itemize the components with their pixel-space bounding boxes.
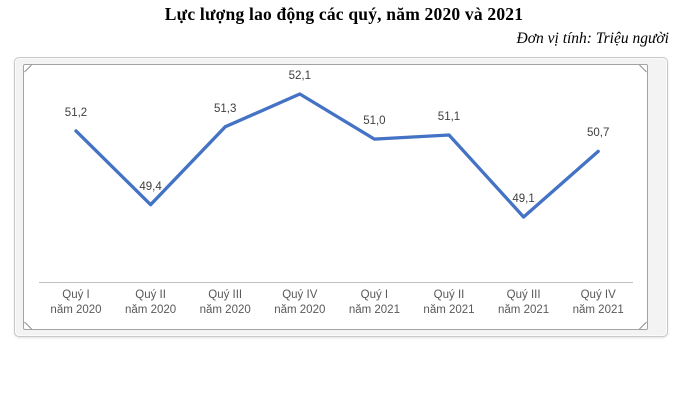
x-axis-label: Quý II năm 2021 — [411, 288, 487, 318]
data-label: 52,1 — [288, 70, 311, 82]
data-label: 51,0 — [363, 115, 386, 128]
data-label: 51,2 — [64, 106, 88, 119]
x-axis-label-line: Quý III — [208, 289, 243, 301]
x-axis-label-line: Quý IV — [580, 289, 616, 301]
x-axis-label: Quý IV năm 2020 — [262, 288, 338, 318]
x-axis-label-line: năm 2020 — [199, 304, 251, 316]
x-axis-label: Quý III năm 2021 — [486, 288, 562, 318]
chart-plot-area[interactable]: 51,2 49,4 51,3 52,1 51,0 51,1 49,1 50,7 Quý I nă… — [23, 64, 648, 330]
series-line — [74, 92, 600, 219]
data-label: 50,7 — [586, 127, 610, 140]
x-axis-label: Quý IV năm 2021 — [560, 288, 636, 318]
chart-title: Lực lượng lao động các quý, năm 2020 và … — [164, 4, 524, 24]
data-label: 49,1 — [512, 193, 535, 205]
x-axis-label-line: Quý III — [506, 289, 541, 301]
x-axis-label-line: Quý I — [360, 289, 389, 301]
data-label: 51,1 — [437, 111, 461, 123]
x-axis-label-line: năm 2021 — [572, 304, 624, 316]
x-axis-label-line: Quý I — [62, 289, 90, 301]
unit-label: Đơn vị tính: Triệu người — [516, 30, 669, 47]
x-axis-label-line: năm 2021 — [348, 304, 400, 316]
x-axis-label: Quý I năm 2020 — [38, 288, 114, 318]
x-axis-label-line: Quý II — [135, 289, 166, 301]
x-axis-label-line: năm 2021 — [423, 304, 475, 316]
data-label: 49,4 — [139, 180, 162, 193]
chart-svg — [39, 92, 633, 283]
x-axis-label-line: năm 2020 — [274, 304, 326, 316]
x-axis-label-line: năm 2021 — [498, 304, 550, 316]
x-axis-label-line: Quý II — [433, 289, 465, 301]
data-label: 51,3 — [213, 102, 237, 115]
x-axis-label: Quý III năm 2020 — [187, 288, 263, 318]
x-axis-label-line: năm 2020 — [125, 304, 177, 316]
x-axis-label: Quý II năm 2020 — [113, 288, 189, 318]
x-axis-label: Quý I năm 2021 — [336, 288, 412, 318]
embedded-chart-frame[interactable]: 51,2 49,4 51,3 52,1 51,0 51,1 49,1 50,7 Quý I nă… — [14, 57, 668, 337]
x-axis-label-line: Quý IV — [282, 289, 318, 301]
x-axis-label-line: năm 2020 — [50, 304, 102, 316]
